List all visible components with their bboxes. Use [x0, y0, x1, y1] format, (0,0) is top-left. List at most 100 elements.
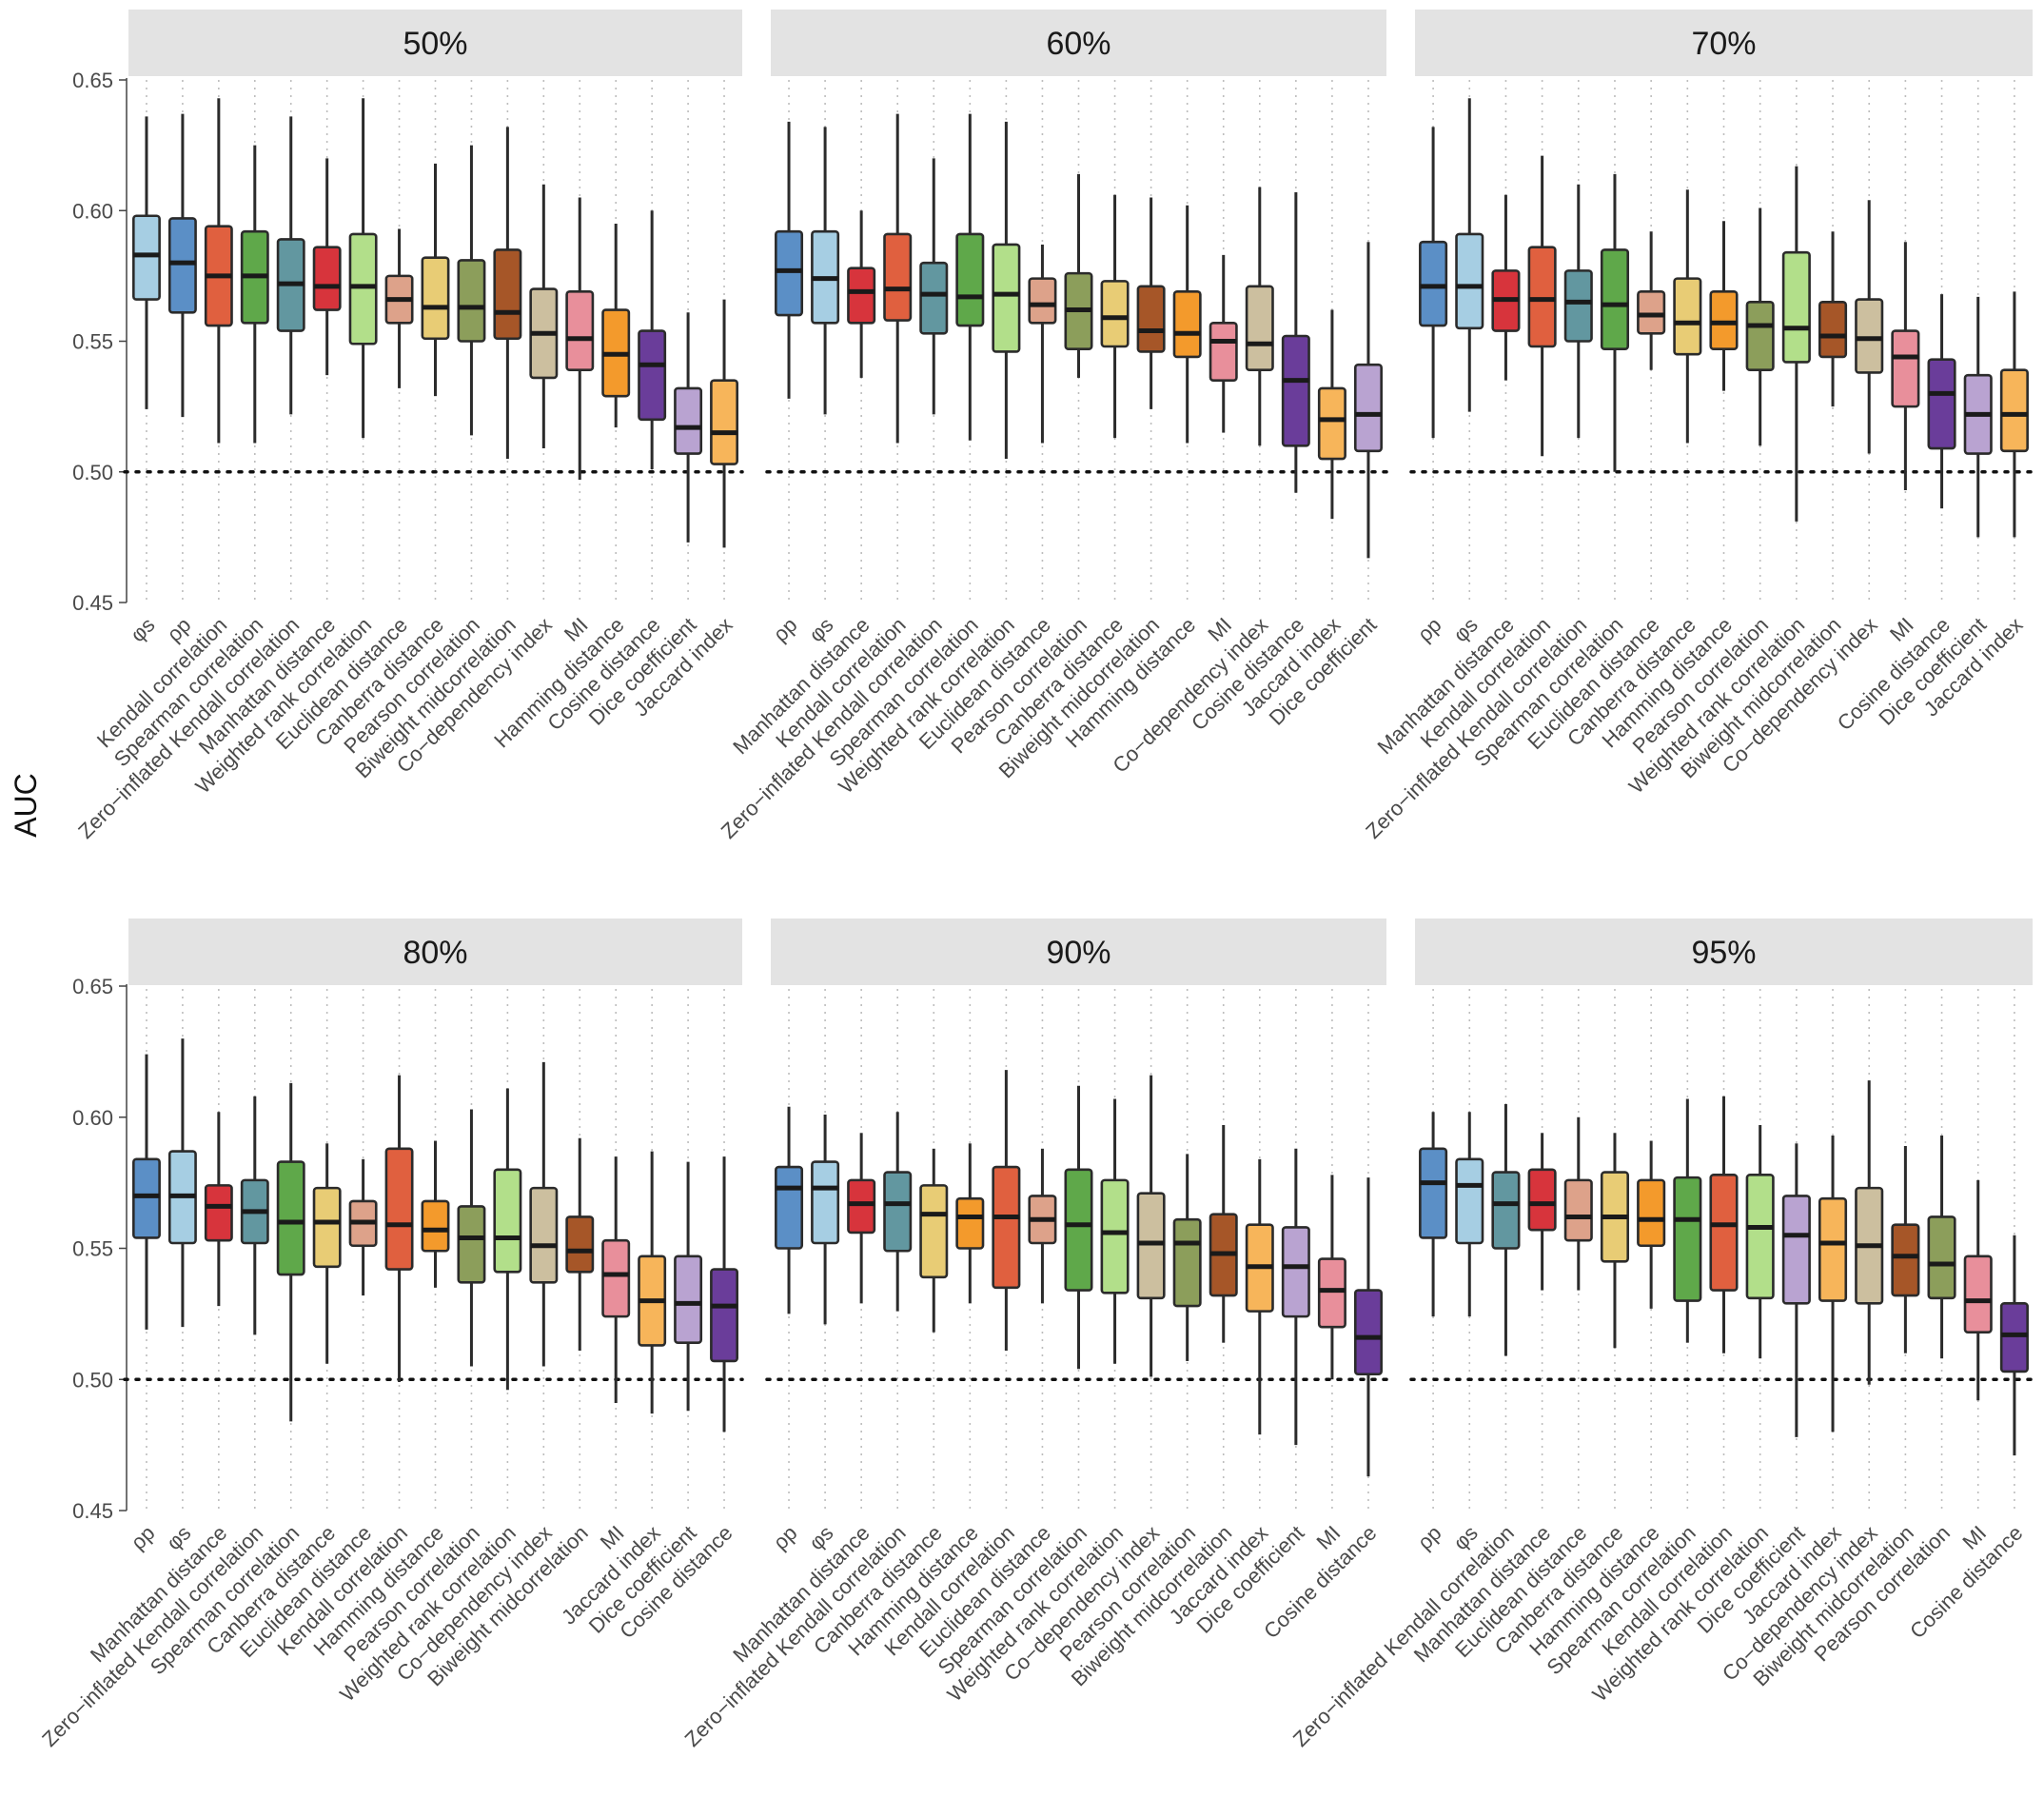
- box-pearson-correlation: [457, 1109, 486, 1367]
- x-tick-label: ρp: [1412, 1521, 1445, 1554]
- box-iqr: [811, 1160, 840, 1245]
- box-euclidean-distance: [1637, 231, 1666, 370]
- box-iqr: [1419, 1147, 1448, 1239]
- box-manhattan-distance: [847, 1133, 876, 1304]
- box-iqr: [1281, 1226, 1310, 1318]
- box-iqr: [204, 1184, 233, 1242]
- x-tick-label: ρp: [126, 1521, 159, 1554]
- panel-strip: [128, 919, 742, 985]
- box-co-dependency-index: [529, 1061, 559, 1367]
- box-iqr: [1563, 1178, 1593, 1242]
- box-jaccard-index: [1245, 1158, 1274, 1435]
- box-iqr: [1891, 1223, 1920, 1297]
- box-iqr: [493, 1168, 522, 1274]
- box-weighted-rank-correlation: [348, 98, 378, 439]
- box-iqr: [384, 1147, 414, 1271]
- box-iqr: [919, 261, 949, 335]
- box-iqr: [1673, 1176, 1702, 1302]
- box-iqr: [1100, 1178, 1130, 1294]
- box-spearman-correlation: [955, 113, 985, 441]
- box-biweight-midcorrelation: [493, 127, 522, 460]
- box-iqr: [565, 1215, 595, 1274]
- x-tick-label: φs: [126, 613, 160, 647]
- box-biweight-midcorrelation: [565, 1137, 595, 1351]
- box-cosine-distance: [710, 1156, 738, 1432]
- box-hamming-distance: [1637, 1140, 1666, 1309]
- box-iqr: [710, 379, 738, 465]
- box-iqr: [1927, 358, 1956, 450]
- box-iqr: [1317, 1257, 1346, 1329]
- box-iqr: [132, 214, 161, 301]
- box-iqr: [601, 1238, 631, 1318]
- box-co-dependency-index: [1245, 187, 1274, 446]
- box-dice-coefficient: [1281, 1148, 1310, 1446]
- box-mi: [565, 197, 595, 480]
- box-cosine-distance: [1281, 192, 1310, 493]
- box-weighted-rank-correlation: [493, 1088, 522, 1391]
- box-canberra-distance: [1673, 189, 1702, 444]
- box-iqr: [992, 1165, 1021, 1290]
- box-manhattan-distance: [204, 1112, 233, 1307]
- box-phi-s: [811, 127, 840, 415]
- panel-title: 50%: [403, 26, 467, 62]
- box-euclidean-distance: [1028, 244, 1057, 444]
- box-rho-p: [132, 1054, 161, 1330]
- box-iqr: [1136, 285, 1166, 353]
- panel-title: 60%: [1046, 26, 1110, 62]
- box-biweight-midcorrelation: [1136, 197, 1166, 409]
- box-phi-s: [1455, 1112, 1484, 1317]
- box-co-dependency-index: [1855, 200, 1884, 454]
- box-dice-coefficient: [1963, 296, 1993, 538]
- y-tick-label: 0.65: [72, 69, 113, 92]
- y-tick-label: 0.50: [72, 1368, 113, 1392]
- box-iqr: [1527, 246, 1557, 348]
- y-tick-label: 0.55: [72, 330, 113, 354]
- box-co-dependency-index: [1136, 1075, 1166, 1377]
- box-iqr: [348, 232, 378, 346]
- panel-strip: [771, 10, 1386, 76]
- box-iqr: [1891, 329, 1920, 408]
- box-pearson-correlation: [1172, 1154, 1202, 1361]
- box-iqr: [565, 290, 595, 371]
- box-iqr: [674, 386, 703, 455]
- box-zero-inflated-kendall-correlation: [919, 158, 949, 415]
- box-iqr: [1818, 1196, 1848, 1302]
- box-iqr: [1100, 280, 1130, 348]
- x-tick-label: ρp: [768, 613, 801, 646]
- box-kendall-correlation: [384, 1075, 414, 1383]
- box-iqr: [1172, 1217, 1202, 1308]
- box-iqr: [132, 1157, 161, 1239]
- box-iqr: [457, 259, 486, 343]
- box-mi: [601, 1156, 631, 1404]
- box-phi-s: [132, 116, 161, 409]
- box-iqr: [955, 1196, 985, 1250]
- box-rho-p: [775, 1106, 804, 1314]
- box-dice-coefficient: [674, 312, 703, 543]
- box-kendall-correlation: [204, 98, 233, 444]
- box-pearson-correlation: [1927, 1136, 1956, 1359]
- box-iqr: [1999, 1302, 2029, 1373]
- box-iqr: [1172, 290, 1202, 359]
- box-spearman-correlation: [276, 1082, 305, 1422]
- y-tick-label: 0.45: [72, 1499, 113, 1523]
- y-tick-label: 0.60: [72, 199, 113, 223]
- box-weighted-rank-correlation: [992, 121, 1021, 460]
- panel-title: 80%: [403, 935, 467, 971]
- box-iqr: [167, 217, 197, 314]
- box-jaccard-index: [638, 1151, 667, 1414]
- box-iqr: [847, 267, 876, 325]
- box-cosine-distance: [1353, 1177, 1383, 1477]
- box-iqr: [674, 1255, 703, 1344]
- box-jaccard-index: [1999, 291, 2029, 538]
- box-manhattan-distance: [312, 158, 342, 376]
- box-pearson-correlation: [1745, 207, 1775, 446]
- box-spearman-correlation: [1600, 173, 1630, 472]
- box-mi: [1963, 1179, 1993, 1401]
- box-iqr: [276, 1160, 305, 1276]
- box-iqr: [1419, 240, 1448, 327]
- box-cosine-distance: [1999, 1235, 2029, 1456]
- box-iqr: [775, 1165, 804, 1250]
- box-euclidean-distance: [384, 228, 414, 388]
